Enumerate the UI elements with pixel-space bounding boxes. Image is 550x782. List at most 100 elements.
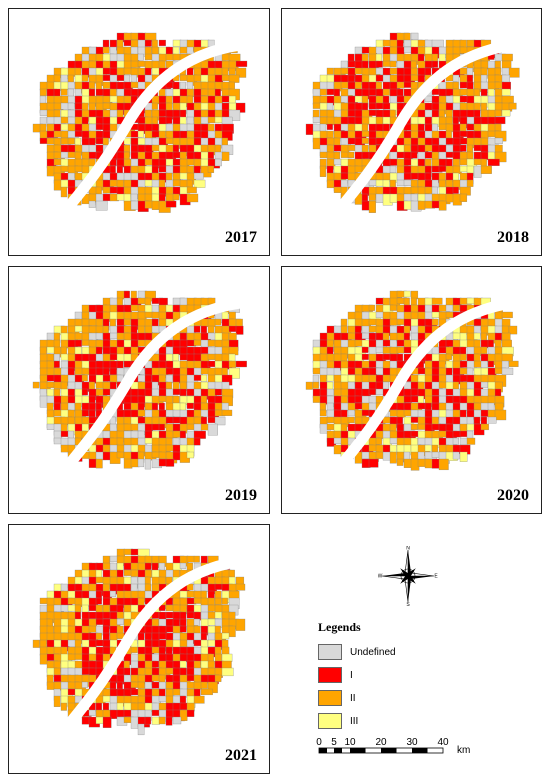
land-parcel — [431, 416, 439, 426]
land-parcel — [179, 151, 187, 161]
land-parcel — [214, 318, 222, 326]
land-parcel — [74, 339, 82, 347]
land-parcel — [487, 360, 494, 368]
land-parcel — [88, 667, 97, 676]
land-parcel — [53, 353, 60, 362]
land-parcel — [354, 325, 362, 334]
city-map-2020 — [305, 290, 527, 487]
land-parcel — [494, 332, 502, 341]
land-parcel — [144, 667, 153, 676]
land-parcel — [109, 297, 118, 307]
land-parcel — [501, 311, 513, 319]
land-parcel — [158, 151, 167, 160]
land-parcel — [109, 60, 118, 70]
land-parcel — [193, 555, 200, 563]
land-parcel — [67, 81, 75, 90]
land-parcel — [494, 109, 502, 117]
land-parcel — [235, 360, 247, 368]
land-parcel — [403, 88, 413, 97]
land-parcel — [179, 660, 187, 668]
legend-item-i: I — [318, 665, 438, 685]
land-parcel — [165, 88, 174, 97]
land-parcel — [88, 458, 97, 468]
land-parcel — [221, 660, 232, 669]
land-parcel — [165, 374, 173, 384]
land-parcel — [221, 67, 229, 76]
scale-tick-label: 0 — [316, 737, 322, 748]
land-parcel — [102, 81, 111, 89]
land-parcel — [144, 458, 152, 470]
land-parcel — [452, 451, 460, 460]
land-parcel — [459, 165, 468, 173]
land-parcel — [459, 451, 468, 462]
land-parcel — [165, 709, 174, 718]
land-parcel — [214, 583, 223, 590]
land-parcel — [67, 653, 76, 661]
land-parcel — [389, 179, 396, 188]
scale-tick-label: 20 — [375, 737, 387, 748]
land-parcel — [130, 53, 140, 62]
land-parcel — [214, 158, 222, 167]
legend-label: Undefined — [350, 646, 396, 658]
land-parcel — [186, 123, 195, 131]
land-parcel — [501, 88, 511, 96]
land-parcel — [193, 437, 201, 446]
land-parcel — [445, 193, 454, 203]
land-parcel — [480, 346, 488, 354]
legend-swatch — [318, 644, 342, 660]
land-parcel — [207, 423, 218, 436]
land-parcel — [459, 430, 468, 437]
land-parcel — [165, 416, 174, 424]
land-parcel — [179, 681, 188, 690]
legend-swatch — [318, 690, 342, 706]
land-parcel — [172, 311, 181, 320]
land-parcel — [480, 360, 488, 369]
land-parcel — [53, 339, 61, 348]
map-panel-2019: 2019 — [8, 266, 270, 514]
land-parcel — [508, 325, 518, 335]
land-parcel — [186, 186, 197, 194]
land-parcel — [473, 116, 482, 125]
land-parcel — [179, 625, 187, 633]
land-parcel — [375, 60, 383, 68]
land-parcel — [305, 381, 313, 390]
land-parcel — [137, 548, 150, 557]
land-parcel — [74, 130, 83, 137]
land-parcel — [361, 137, 369, 144]
year-label: 2021 — [225, 747, 257, 764]
land-parcel — [389, 165, 397, 174]
land-parcel — [333, 186, 342, 193]
land-parcel — [123, 165, 131, 174]
land-parcel — [221, 667, 234, 677]
land-parcel — [165, 200, 177, 208]
land-parcel — [221, 409, 233, 416]
land-parcel — [396, 430, 405, 439]
land-parcel — [494, 409, 507, 421]
land-parcel — [172, 172, 181, 181]
land-parcel — [375, 297, 385, 305]
land-parcel — [438, 416, 447, 424]
land-parcel — [228, 325, 237, 332]
land-parcel — [459, 81, 468, 89]
legend-label: I — [350, 669, 353, 681]
land-parcel — [102, 444, 111, 454]
land-parcel — [235, 325, 244, 335]
land-parcel — [410, 423, 419, 430]
land-parcel — [347, 137, 356, 145]
map-panel-2018: 2018 — [281, 8, 542, 256]
land-parcel — [424, 158, 432, 167]
land-parcel — [382, 158, 391, 167]
land-parcel — [207, 339, 216, 347]
land-parcel — [382, 381, 389, 391]
land-parcel — [151, 116, 158, 126]
land-parcel — [81, 144, 90, 153]
land-parcel — [137, 416, 146, 424]
land-parcel — [207, 123, 215, 133]
land-parcel — [60, 702, 67, 711]
land-parcel — [368, 367, 378, 376]
land-parcel — [200, 681, 208, 689]
land-parcel — [473, 165, 482, 178]
land-parcel — [326, 388, 334, 396]
river — [49, 296, 255, 487]
land-parcel — [151, 311, 160, 319]
